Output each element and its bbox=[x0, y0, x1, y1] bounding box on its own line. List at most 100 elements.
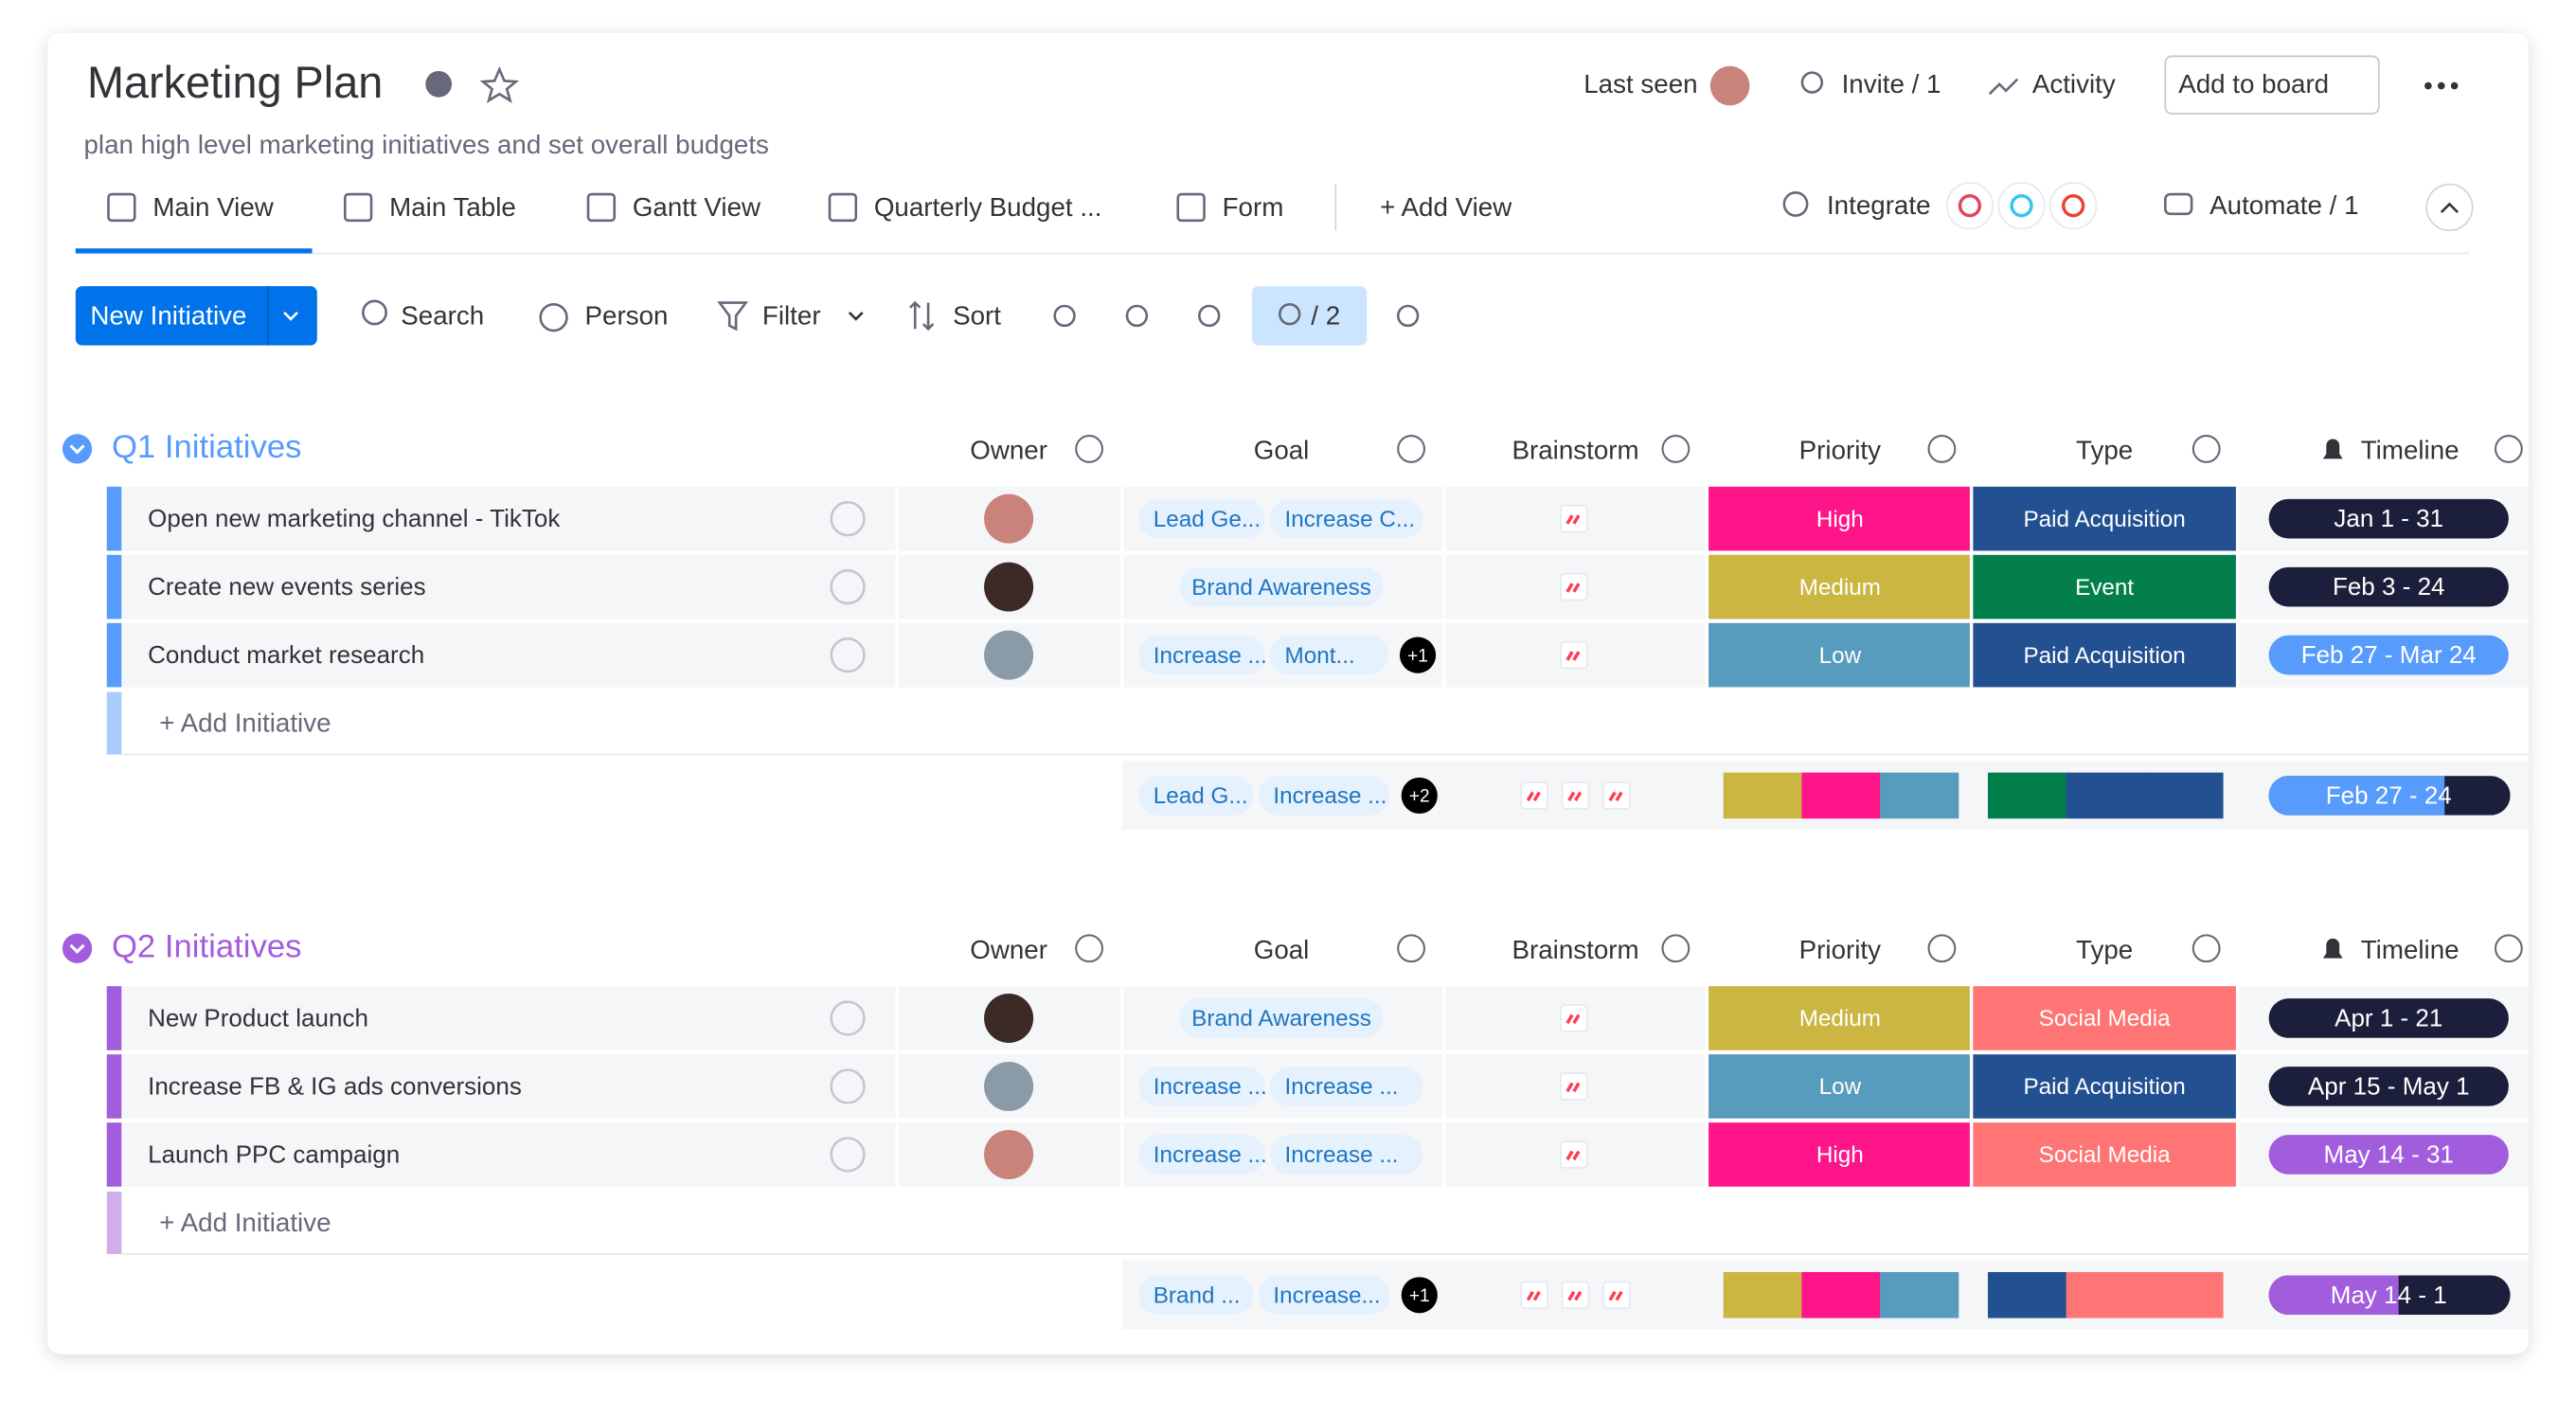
hidden-count[interactable]: / 2 bbox=[1311, 300, 1340, 330]
owner-avatar bbox=[984, 493, 1034, 544]
add-update-icon[interactable] bbox=[830, 1068, 866, 1104]
more-goals-badge bbox=[1401, 1277, 1438, 1314]
new-item-button[interactable] bbox=[75, 286, 317, 346]
add-item-button[interactable]: + Add Initiative bbox=[159, 708, 331, 738]
timeline-pill bbox=[2268, 1135, 2509, 1175]
row-height-icon bbox=[1198, 304, 1221, 328]
app-icon bbox=[2049, 182, 2098, 230]
column-header: Timeline bbox=[2361, 436, 2460, 465]
row-color-bar bbox=[106, 1122, 122, 1187]
timeline-label: Apr 15 - May 1 bbox=[2308, 1072, 2470, 1101]
name-cell bbox=[121, 1054, 896, 1119]
group-title[interactable]: Q2 Initiatives bbox=[112, 928, 302, 964]
view-tab[interactable]: + Add View bbox=[1380, 192, 1512, 222]
app-logo bbox=[1958, 194, 1982, 218]
activity-button[interactable]: Activity bbox=[2032, 69, 2116, 99]
type-label: Paid Acquisition bbox=[2023, 1074, 2185, 1100]
priority-label: Medium bbox=[1799, 575, 1881, 601]
goal-chip bbox=[1258, 1275, 1390, 1316]
active-tab-underline bbox=[75, 248, 313, 254]
column-header: Goal bbox=[1254, 436, 1310, 465]
priority-cell bbox=[1708, 554, 1970, 619]
brainstorm-logo bbox=[1567, 1290, 1583, 1301]
add-to-board-button[interactable] bbox=[2164, 55, 2380, 115]
view-tab[interactable]: Main Table bbox=[389, 192, 516, 222]
priority-label: High bbox=[1816, 507, 1864, 532]
distribution-segment bbox=[1801, 1272, 1881, 1318]
type-label: Paid Acquisition bbox=[2023, 643, 2185, 669]
row-color-bar bbox=[106, 486, 122, 551]
column-header: Priority bbox=[1799, 436, 1881, 465]
add-update-icon[interactable] bbox=[830, 1137, 866, 1173]
brainstorm-logo bbox=[1526, 791, 1541, 802]
star-icon[interactable] bbox=[479, 65, 520, 104]
view-tab[interactable]: Quarterly Budget ... bbox=[874, 192, 1102, 222]
distribution-segment bbox=[1880, 1272, 1959, 1318]
goal-chip bbox=[1269, 635, 1388, 675]
group-toggle[interactable] bbox=[62, 933, 93, 963]
timeline-label: Apr 1 - 21 bbox=[2334, 1004, 2442, 1032]
group-title[interactable]: Q1 Initiatives bbox=[112, 429, 302, 465]
distribution-segment bbox=[2144, 1272, 2224, 1318]
timeline-pill bbox=[2268, 498, 2509, 539]
column-header: Goal bbox=[1254, 935, 1310, 964]
type-cell bbox=[1973, 1122, 2236, 1187]
avatar bbox=[1709, 65, 1750, 106]
goal-label: Brand ... bbox=[1154, 1282, 1241, 1308]
automate-icon bbox=[2164, 192, 2193, 216]
column-header: Type bbox=[2076, 436, 2133, 465]
more-dot[interactable] bbox=[2437, 81, 2445, 90]
add-item-button[interactable]: + Add Initiative bbox=[159, 1208, 331, 1237]
timeline-pill bbox=[2268, 1067, 2509, 1106]
automate-button[interactable]: Automate / 1 bbox=[2209, 190, 2358, 220]
new-item-label[interactable]: New Initiative bbox=[90, 300, 246, 330]
priority-label: Low bbox=[1819, 1074, 1862, 1100]
info-icon bbox=[425, 70, 453, 98]
add-update-icon[interactable] bbox=[830, 500, 866, 537]
distribution-segment bbox=[1723, 772, 1802, 819]
priority-label: Low bbox=[1819, 643, 1862, 669]
column-info-icon bbox=[1661, 434, 1690, 463]
timeline-label: Feb 27 - Mar 24 bbox=[2301, 640, 2477, 669]
view-tab[interactable]: Main View bbox=[152, 192, 274, 222]
add-row-bar bbox=[106, 1192, 122, 1254]
timeline-label: May 14 - 31 bbox=[2324, 1140, 2454, 1169]
timeline-label: Jan 1 - 31 bbox=[2334, 504, 2443, 532]
timeline-pill bbox=[2268, 635, 2509, 675]
more-dot[interactable] bbox=[2424, 81, 2432, 90]
goal-label: Lead G... bbox=[1154, 783, 1248, 809]
integrate-button[interactable]: Integrate bbox=[1827, 190, 1931, 220]
filter-button[interactable]: Filter bbox=[762, 300, 821, 330]
group-toggle[interactable] bbox=[62, 434, 93, 464]
column-info-icon bbox=[1661, 934, 1690, 963]
collapse-chevron bbox=[2440, 202, 2460, 214]
priority-cell bbox=[1708, 1122, 1970, 1187]
brainstorm-icon bbox=[1561, 1281, 1590, 1310]
column-info-icon bbox=[1927, 934, 1957, 963]
goal-chip bbox=[1138, 498, 1265, 539]
priority-label: Medium bbox=[1799, 1006, 1881, 1031]
add-update-icon[interactable] bbox=[830, 568, 866, 605]
brainstorm-logo bbox=[1567, 791, 1583, 802]
distribution-segment bbox=[2144, 772, 2224, 819]
person-button[interactable]: Person bbox=[585, 300, 669, 330]
hidden-button[interactable] bbox=[1251, 286, 1368, 346]
add-to-board-label[interactable]: Add to board bbox=[2178, 69, 2329, 99]
column-info-icon bbox=[1397, 934, 1426, 963]
more-goals-count: +1 bbox=[1409, 1286, 1430, 1306]
brainstorm-icon bbox=[1560, 1140, 1588, 1169]
sort-button[interactable]: Sort bbox=[953, 300, 1001, 330]
app-logo bbox=[2062, 194, 2085, 218]
goal-chip bbox=[1269, 1067, 1423, 1106]
add-update-icon[interactable] bbox=[830, 1000, 866, 1036]
view-tab[interactable]: Gantt View bbox=[633, 192, 761, 222]
invite-button[interactable]: Invite / 1 bbox=[1842, 69, 1941, 99]
search-button[interactable]: Search bbox=[401, 300, 484, 330]
type-cell bbox=[1973, 554, 2236, 619]
add-update-icon[interactable] bbox=[830, 637, 866, 673]
goal-chip bbox=[1269, 498, 1423, 539]
collapse-button[interactable] bbox=[2425, 183, 2474, 232]
distribution-segment bbox=[1801, 772, 1881, 819]
more-dot[interactable] bbox=[2450, 81, 2459, 90]
view-tab[interactable]: Form bbox=[1223, 192, 1284, 222]
